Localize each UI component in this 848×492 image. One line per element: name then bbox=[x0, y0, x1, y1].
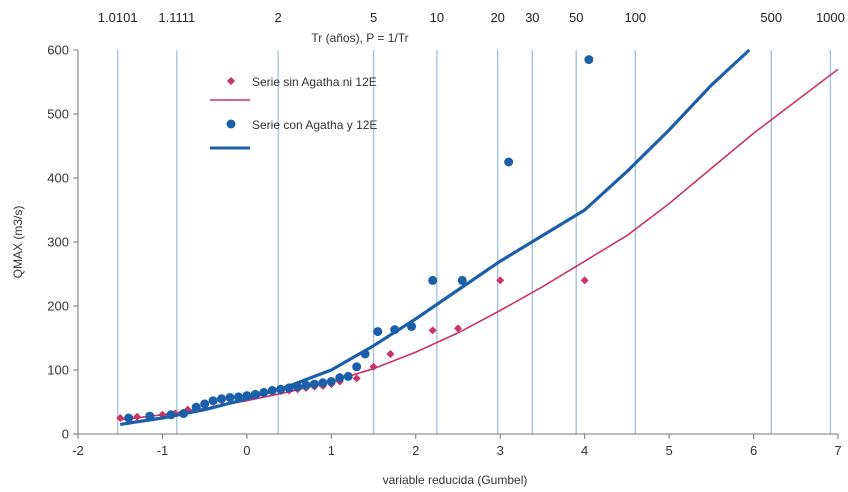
y-tick-label: 0 bbox=[62, 427, 69, 442]
top-tick-label: 100 bbox=[624, 10, 646, 25]
y-tick-label: 600 bbox=[47, 43, 69, 58]
top-tick-label: 1.1111 bbox=[158, 10, 195, 25]
data-point-circle bbox=[309, 379, 319, 389]
legend-marker-circle bbox=[226, 119, 236, 129]
top-tick-label: 500 bbox=[760, 10, 782, 25]
x-tick-label: -2 bbox=[72, 443, 84, 458]
top-tick-label: 50 bbox=[569, 10, 583, 25]
data-point-circle bbox=[200, 399, 210, 409]
data-point-diamond bbox=[352, 374, 361, 383]
x-tick-label: 6 bbox=[750, 443, 757, 458]
top-tick-label: 30 bbox=[525, 10, 539, 25]
data-point-circle bbox=[208, 396, 218, 406]
x-tick-label: 5 bbox=[665, 443, 672, 458]
x-tick-label: 0 bbox=[243, 443, 250, 458]
data-point-circle bbox=[584, 55, 594, 65]
legend-label-sin-agatha: Serie sin Agatha ni 12E bbox=[252, 75, 377, 89]
x-tick-label: 1 bbox=[328, 443, 335, 458]
x-tick-label: 2 bbox=[412, 443, 419, 458]
data-point-circle bbox=[457, 275, 467, 285]
top-tick-label: 1.0101 bbox=[98, 10, 138, 25]
x-tick-label: 7 bbox=[834, 443, 841, 458]
data-point-circle bbox=[504, 157, 514, 167]
data-point-diamond bbox=[580, 276, 589, 285]
axes-layer: 1.0101 1.1111 2 5 10 20 30 50 100 500 1000-2 -1 0 1 2 3… bbox=[47, 10, 845, 458]
y-tick-label: 200 bbox=[47, 299, 69, 314]
top-tick-label: 10 bbox=[430, 10, 444, 25]
y-tick-label: 400 bbox=[47, 171, 69, 186]
data-point-diamond bbox=[428, 326, 437, 335]
series-layer bbox=[116, 48, 839, 426]
y-tick-label: 300 bbox=[47, 235, 69, 250]
data-point-circle bbox=[318, 378, 328, 388]
top-tick-label: 5 bbox=[370, 10, 377, 25]
y-tick-label: 500 bbox=[47, 107, 69, 122]
data-point-circle bbox=[217, 394, 227, 404]
data-point-circle bbox=[301, 380, 311, 390]
top-axis-title: Tr (años), P = 1/Tr bbox=[311, 31, 408, 45]
data-point-diamond bbox=[454, 324, 462, 333]
top-tick-label: 1000 bbox=[816, 10, 845, 25]
data-point-circle bbox=[343, 371, 353, 381]
top-tick-label: 2 bbox=[275, 10, 282, 25]
legend-label-con-agatha: Serie con Agatha y 12E bbox=[252, 118, 377, 132]
data-point-circle bbox=[352, 362, 362, 372]
data-point-diamond bbox=[386, 350, 395, 358]
data-point-circle bbox=[428, 275, 438, 285]
data-point-circle bbox=[335, 373, 345, 383]
grid-layer bbox=[116, 50, 832, 434]
series-line-3 bbox=[119, 48, 751, 426]
top-tick-label: 20 bbox=[490, 10, 504, 25]
y-axis-title: QMAX (m3/s) bbox=[11, 206, 25, 279]
x-axis-title: variable reducida (Gumbel) bbox=[383, 473, 528, 487]
data-point-circle bbox=[326, 377, 336, 387]
data-point-circle bbox=[124, 413, 134, 423]
x-tick-label: 3 bbox=[497, 443, 504, 458]
y-tick-label: 100 bbox=[47, 363, 69, 378]
data-point-circle bbox=[225, 393, 235, 403]
x-tick-label: 4 bbox=[581, 443, 588, 458]
data-point-circle bbox=[373, 327, 383, 337]
data-point-diamond bbox=[496, 276, 505, 285]
x-tick-label: -1 bbox=[157, 443, 169, 458]
legend: Serie sin Agatha ni 12E Serie con Agatha… bbox=[210, 75, 377, 150]
legend-marker-diamond bbox=[227, 77, 235, 85]
